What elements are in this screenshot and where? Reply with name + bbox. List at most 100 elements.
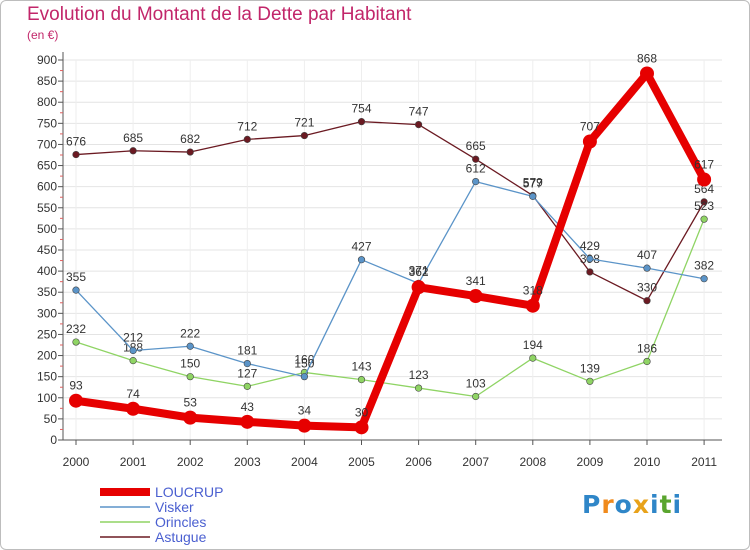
data-label-orincles: 232 (66, 322, 86, 336)
point-visker (586, 255, 594, 263)
data-label-astugue: 579 (523, 176, 543, 190)
y-tick-label: 900 (37, 53, 57, 67)
y-tick-label: 700 (37, 137, 57, 151)
x-tick-label: 2002 (177, 455, 204, 469)
data-label-loucrup: 341 (466, 274, 486, 288)
y-tick-label: 0 (50, 433, 57, 447)
y-tick-label: 200 (37, 349, 57, 363)
point-loucrup (582, 134, 597, 149)
x-tick-label: 2004 (291, 455, 318, 469)
data-label-loucrup: 707 (580, 119, 600, 133)
data-label-visker: 222 (180, 326, 200, 340)
point-visker (700, 275, 708, 283)
y-tick-label: 850 (37, 74, 57, 88)
x-tick-label: 2000 (63, 455, 90, 469)
data-label-orincles: 194 (523, 338, 543, 352)
data-label-astugue: 754 (351, 102, 371, 116)
data-label-astugue: 747 (409, 105, 429, 119)
point-orincles (529, 354, 537, 362)
x-tick-label: 2003 (234, 455, 261, 469)
data-label-orincles: 123 (409, 368, 429, 382)
point-loucrup (411, 280, 426, 295)
point-loucrup (354, 420, 369, 435)
data-label-orincles: 139 (580, 361, 600, 375)
logo-letter: i (672, 490, 683, 519)
point-visker (300, 373, 309, 381)
x-tick-label: 2011 (691, 455, 717, 469)
point-astugue (415, 120, 423, 129)
data-label-visker: 181 (237, 344, 257, 358)
y-tick-label: 300 (37, 306, 57, 320)
data-label-loucrup: 362 (409, 265, 429, 279)
x-tick-label: 2008 (519, 455, 546, 469)
data-label-orincles: 523 (694, 199, 714, 213)
point-visker (472, 178, 480, 186)
point-orincles (643, 357, 651, 366)
y-tick-label: 400 (37, 264, 57, 278)
point-loucrup (183, 410, 198, 425)
data-label-astugue: 712 (237, 119, 257, 133)
point-loucrup (297, 418, 312, 433)
legend-label-astugue: Astugue (155, 529, 207, 545)
series-line-loucrup (72, 69, 709, 432)
legend-label-loucrup: LOUCRUP (155, 484, 223, 500)
point-orincles (415, 384, 423, 392)
y-tick-label: 800 (37, 95, 57, 109)
point-loucrup (697, 172, 712, 187)
y-tick-label: 250 (37, 327, 57, 341)
y-tick-label: 50 (44, 412, 58, 426)
point-astugue (643, 297, 651, 305)
y-tick-label: 150 (37, 370, 57, 384)
data-label-orincles: 150 (180, 357, 200, 371)
point-astugue (129, 147, 137, 155)
data-label-loucrup: 868 (637, 52, 657, 66)
proxiti-logo: Proxiti (582, 490, 682, 519)
point-loucrup (525, 298, 540, 313)
logo-letter: x (632, 490, 650, 519)
y-tick-label: 350 (37, 285, 57, 299)
point-orincles (700, 215, 708, 223)
series-line-astugue (75, 120, 705, 302)
data-label-loucrup: 34 (298, 404, 312, 418)
data-label-orincles: 160 (294, 352, 314, 366)
point-astugue (186, 148, 194, 156)
point-visker (357, 256, 366, 264)
point-astugue (700, 198, 708, 206)
data-label-loucrup: 93 (69, 379, 83, 393)
data-label-loucrup: 74 (126, 387, 140, 401)
point-orincles (586, 377, 594, 385)
point-orincles (243, 382, 251, 390)
data-label-loucrup: 43 (241, 400, 255, 414)
chart-title: Evolution du Montant de la Dette par Hab… (27, 4, 412, 25)
y-tick-label: 750 (37, 116, 57, 130)
data-label-orincles: 143 (351, 360, 371, 374)
logo-letter: P (582, 490, 602, 519)
data-label-visker: 427 (351, 240, 371, 254)
point-orincles (186, 373, 194, 381)
data-label-astugue: 665 (466, 139, 486, 153)
x-tick-label: 2010 (634, 455, 661, 469)
point-astugue (472, 155, 480, 163)
data-label-visker: 407 (637, 248, 657, 262)
point-astugue (357, 118, 366, 126)
data-label-astugue: 682 (180, 132, 200, 146)
data-label-orincles: 103 (466, 377, 486, 391)
y-tick-label: 650 (37, 159, 57, 173)
point-orincles (357, 376, 366, 384)
data-label-visker: 371 (409, 263, 429, 277)
point-orincles (129, 357, 137, 365)
logo-letter: i (650, 490, 660, 519)
x-tick-label: 2005 (348, 455, 375, 469)
point-loucrup (126, 401, 141, 416)
point-visker (186, 342, 194, 350)
data-label-orincles: 186 (637, 341, 657, 355)
data-label-astugue: 721 (294, 116, 314, 130)
legend-label-visker: Visker (155, 499, 194, 515)
point-loucrup (468, 289, 483, 304)
data-label-visker: 429 (580, 239, 600, 253)
data-label-loucrup: 30 (355, 405, 369, 419)
x-tick-label: 2009 (577, 455, 604, 469)
point-visker (129, 346, 137, 355)
x-tick-label: 2007 (462, 455, 489, 469)
point-visker (72, 286, 80, 294)
